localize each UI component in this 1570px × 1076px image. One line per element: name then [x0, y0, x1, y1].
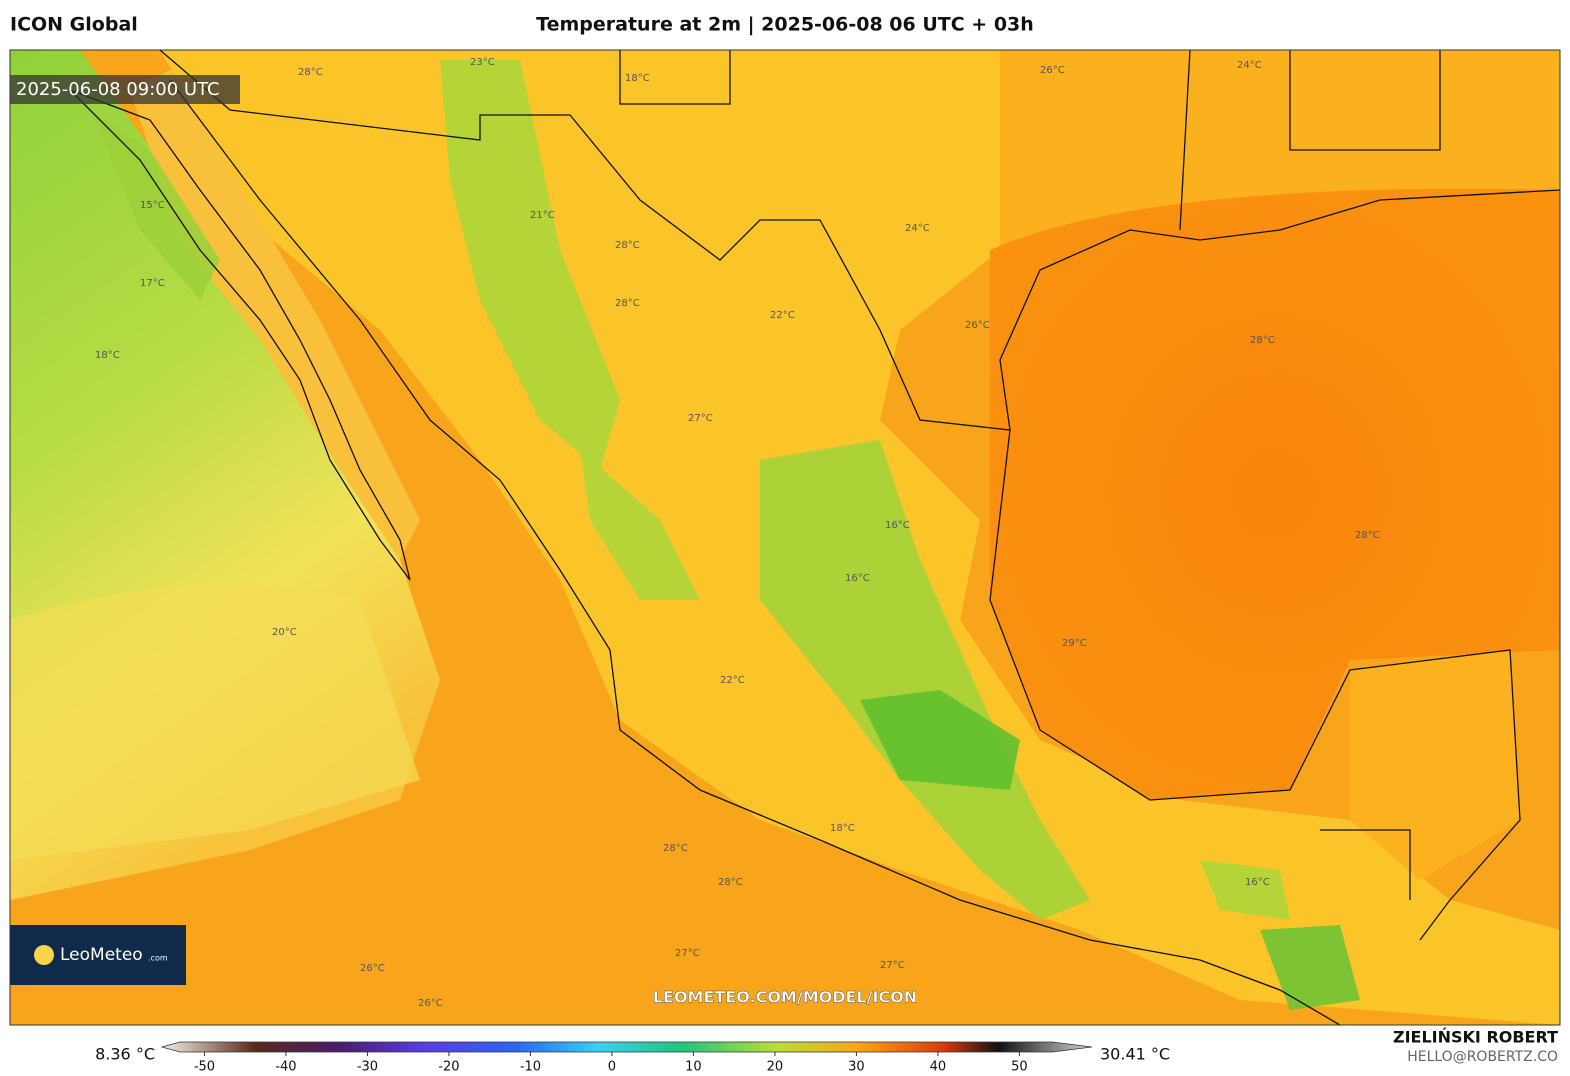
contour-label: 21°C	[530, 210, 555, 221]
colorbar-tick-label: -40	[275, 1060, 296, 1075]
contour-label: 22°C	[720, 675, 745, 686]
logo-name: LeoMeteo	[60, 945, 143, 965]
contour-label: 17°C	[140, 278, 165, 289]
colorbar-tick-label: 30	[848, 1060, 865, 1075]
contour-label: 26°C	[1040, 65, 1065, 76]
colorbar-tick-label: -10	[520, 1060, 541, 1075]
contour-label: 26°C	[418, 998, 443, 1009]
contour-label: 16°C	[845, 573, 870, 584]
colorbar-tick-label: 10	[685, 1060, 702, 1075]
contour-label: 27°C	[688, 413, 713, 424]
author: ZIELIŃSKI ROBERT	[1393, 1028, 1558, 1047]
map-title: Temperature at 2m | 2025-06-08 06 UTC + …	[536, 14, 1034, 36]
contour-label: 18°C	[830, 823, 855, 834]
contour-label: 27°C	[675, 948, 700, 959]
colorbar	[160, 1041, 1093, 1053]
contour-label: 23°C	[470, 57, 495, 68]
contour-label: 20°C	[272, 627, 297, 638]
contour-label: 26°C	[965, 320, 990, 331]
contour-label: 29°C	[1062, 638, 1087, 649]
contour-label: 18°C	[625, 73, 650, 84]
contour-label: 22°C	[770, 310, 795, 321]
valid-time: 2025-06-08 09:00 UTC	[16, 79, 220, 100]
contour-label: 28°C	[1250, 335, 1275, 346]
colorbar-max: 30.41 °C	[1100, 1045, 1170, 1064]
contour-label: 28°C	[718, 877, 743, 888]
contour-label: 28°C	[1355, 530, 1380, 541]
email: HELLO@ROBERTZ.CO	[1407, 1049, 1558, 1065]
colorbar-tick-label: -20	[438, 1060, 459, 1075]
contour-label: 15°C	[140, 200, 165, 211]
model-name: ICON Global	[10, 14, 138, 36]
colorbar-tick-label: 0	[608, 1060, 616, 1075]
contour-label: 27°C	[880, 960, 905, 971]
contour-label: 28°C	[615, 298, 640, 309]
colorbar-tick-label: 50	[1011, 1060, 1028, 1075]
colorbar-tick-label: -30	[357, 1060, 378, 1075]
contour-label: 24°C	[905, 223, 930, 234]
colorbar-tick-label: -50	[194, 1060, 215, 1075]
map: 23°C 28°C 18°C 26°C 24°C 15°C 17°C 18°C 21°C 28°C…	[10, 50, 1560, 1025]
colorbar-min: 8.36 °C	[95, 1045, 155, 1064]
watermark: LEOMETEO.COM/MODEL/ICON	[653, 988, 917, 1007]
contour-label: 28°C	[615, 240, 640, 251]
contour-label: 26°C	[360, 963, 385, 974]
logo-suffix: .com	[148, 954, 168, 963]
contour-label: 28°C	[663, 843, 688, 854]
colorbar-tick-label: 40	[930, 1060, 947, 1075]
map-frame	[9, 49, 1561, 1026]
contour-label: 24°C	[1237, 60, 1262, 71]
contour-label: 18°C	[95, 350, 120, 361]
time-badge	[10, 75, 240, 104]
contour-label: 16°C	[1245, 877, 1270, 888]
logo-sun	[34, 945, 54, 965]
contour-label: 16°C	[885, 520, 910, 531]
colorbar-tick-label: 20	[767, 1060, 784, 1075]
contour-label: 28°C	[298, 67, 323, 78]
